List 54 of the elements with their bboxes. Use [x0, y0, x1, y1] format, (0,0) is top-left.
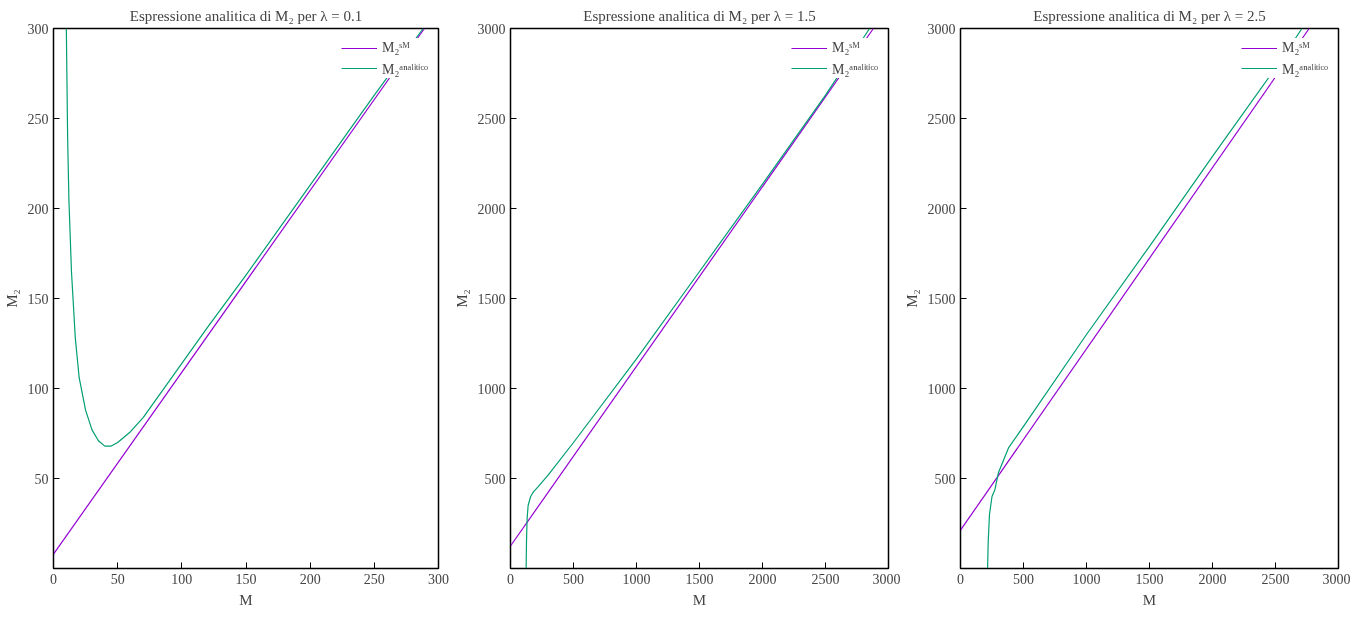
x-tick-label: 250 — [363, 571, 385, 587]
y-tick-label: 50 — [34, 471, 49, 487]
y-axis-title: M₂ — [453, 289, 470, 308]
x-tick-label: 1500 — [1135, 571, 1164, 587]
y-tick-label: 300 — [27, 21, 49, 37]
y-tick-label: 1000 — [927, 381, 956, 397]
y-tick-label: 3000 — [477, 21, 506, 37]
x-axis-title: M — [239, 591, 253, 608]
x-tick-label: 300 — [428, 571, 449, 587]
x-tick-label: 3000 — [872, 571, 901, 587]
y-tick-label: 2500 — [927, 111, 956, 127]
legend-label: M₂ˢᴹ — [831, 40, 860, 56]
y-tick-label: 2500 — [477, 111, 506, 127]
legend-label: M₂ᵃⁿᵃˡⁱᵗⁱᶜᵒ — [1281, 60, 1328, 78]
x-axis-title: M — [692, 591, 707, 608]
x-axis-title: M — [1142, 591, 1157, 608]
x-tick-label: 1000 — [1072, 571, 1101, 587]
y-tick-label: 2000 — [477, 201, 506, 217]
y-axis-title: M₂ — [3, 289, 20, 308]
y-tick-label: 2000 — [927, 201, 956, 217]
chart-title: Espressione analitica di M₂ per λ = 1.5 — [583, 7, 816, 24]
y-axis-title: M₂ — [903, 289, 920, 308]
y-tick-label: 1500 — [477, 291, 506, 307]
y-tick-label: 1000 — [477, 381, 506, 397]
x-tick-label: 3000 — [1322, 571, 1351, 587]
y-tick-label: 3000 — [927, 21, 956, 37]
x-tick-label: 2500 — [811, 571, 840, 587]
x-tick-label: 1500 — [685, 571, 714, 587]
y-tick-label: 100 — [27, 381, 49, 397]
x-tick-label: 0 — [507, 571, 514, 587]
x-tick-label: 2000 — [1198, 571, 1227, 587]
x-tick-label: 50 — [110, 571, 125, 587]
y-tick-label: 500 — [484, 471, 506, 487]
legend-label: M₂ᵃⁿᵃˡⁱᵗⁱᶜᵒ — [381, 60, 428, 78]
y-tick-label: 200 — [27, 201, 49, 217]
x-tick-label: 500 — [1013, 571, 1034, 587]
x-tick-label: 2000 — [748, 571, 777, 587]
legend-label: M₂ˢᴹ — [381, 40, 410, 56]
x-tick-label: 1000 — [622, 571, 651, 587]
x-tick-label: 150 — [235, 571, 257, 587]
chart-title: Espressione analitica di M₂ per λ = 2.5 — [1033, 7, 1266, 24]
x-tick-label: 500 — [563, 571, 584, 587]
y-tick-label: 500 — [934, 471, 956, 487]
x-tick-label: 0 — [957, 571, 964, 587]
x-tick-label: 0 — [50, 571, 57, 587]
y-tick-label: 250 — [27, 111, 49, 127]
x-tick-label: 200 — [299, 571, 321, 587]
legend-label: M₂ᵃⁿᵃˡⁱᵗⁱᶜᵒ — [831, 60, 878, 78]
x-tick-label: 2500 — [1261, 571, 1290, 587]
x-tick-label: 100 — [171, 571, 193, 587]
legend-label: M₂ˢᴹ — [1281, 40, 1310, 56]
y-tick-label: 150 — [27, 291, 49, 307]
y-tick-label: 1500 — [927, 291, 956, 307]
chart-title: Espressione analitica di M₂ per λ = 0.1 — [129, 7, 363, 24]
